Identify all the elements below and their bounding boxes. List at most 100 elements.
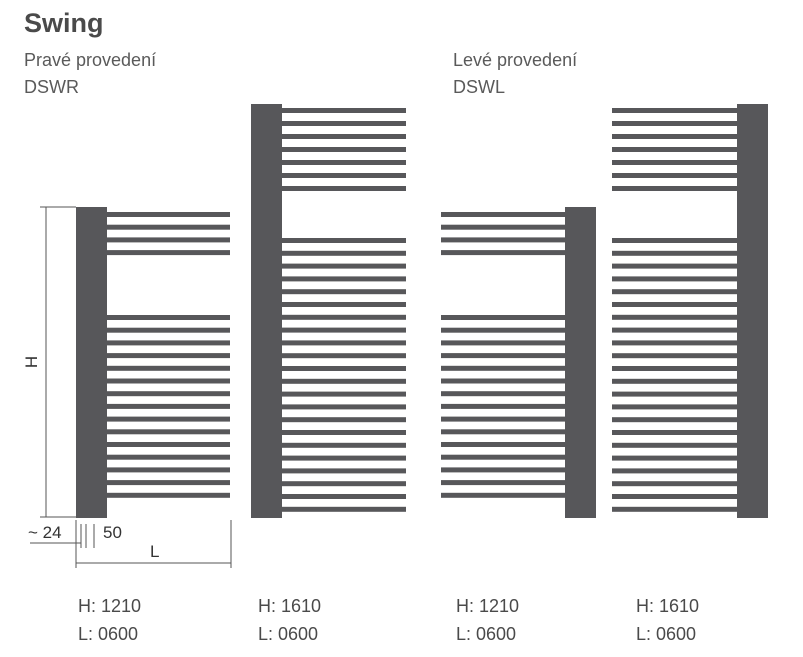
radiator-bar bbox=[282, 134, 406, 139]
spec-length: L: 0600 bbox=[636, 624, 697, 644]
radiator-bar bbox=[107, 340, 230, 346]
radiator-bar bbox=[282, 506, 406, 512]
radiator-bar bbox=[282, 430, 406, 435]
radiator-bar bbox=[107, 237, 230, 243]
dimension-lines bbox=[30, 206, 232, 568]
radiator-bar bbox=[107, 403, 230, 409]
radiator-bar bbox=[441, 403, 565, 409]
radiator-bar bbox=[282, 378, 406, 384]
radiator-bar bbox=[282, 108, 406, 113]
radiator-bar bbox=[612, 134, 737, 139]
radiator-bar bbox=[612, 417, 737, 423]
radiator-column bbox=[737, 104, 768, 518]
radiator-bar bbox=[441, 212, 565, 217]
radiator-bar bbox=[282, 340, 406, 346]
radiator-bar bbox=[612, 289, 737, 295]
radiator-bar bbox=[612, 276, 737, 282]
spec-dswl-1210: H: 1210 L: 0600 bbox=[456, 592, 519, 648]
radiator-bar bbox=[107, 429, 230, 435]
radiator-bar bbox=[441, 224, 565, 230]
radiator-bar bbox=[441, 429, 565, 435]
radiator-bar bbox=[441, 454, 565, 460]
radiator-bar bbox=[612, 391, 737, 397]
radiator-dswr-1210 bbox=[76, 207, 230, 518]
radiator-bar bbox=[282, 494, 406, 499]
radiator-bar bbox=[282, 327, 406, 333]
radiator-bar bbox=[612, 481, 737, 487]
radiator-bar bbox=[107, 467, 230, 473]
radiator-bar bbox=[282, 263, 406, 269]
radiator-bar bbox=[282, 238, 406, 243]
radiator-bar bbox=[612, 378, 737, 384]
radiator-bar bbox=[612, 327, 737, 333]
radiator-bar bbox=[107, 224, 230, 230]
radiator-bar bbox=[441, 365, 565, 371]
spec-height: H: 1210 bbox=[456, 596, 520, 616]
spec-dswr-1210: H: 1210 L: 0600 bbox=[78, 592, 141, 648]
radiator-bar bbox=[282, 160, 406, 165]
radiator-bar bbox=[612, 263, 737, 269]
radiator-bar bbox=[282, 276, 406, 282]
radiator-bar bbox=[612, 404, 737, 410]
radiator-bar bbox=[612, 147, 737, 152]
radiator-bar bbox=[612, 173, 737, 178]
radiator-bar bbox=[612, 302, 737, 307]
radiator-bar bbox=[441, 492, 565, 498]
right-version-label: Pravé provedení bbox=[24, 50, 157, 70]
radiator-bar bbox=[441, 340, 565, 346]
radiator-bar bbox=[441, 327, 565, 333]
radiator-bar bbox=[282, 468, 406, 474]
radiator-bar bbox=[612, 238, 737, 243]
radiator-bar bbox=[282, 442, 406, 448]
radiator-bar bbox=[441, 442, 565, 447]
radiator-bar bbox=[107, 378, 230, 384]
radiator-bar bbox=[107, 480, 230, 486]
spec-height: H: 1610 bbox=[258, 596, 322, 616]
pipe-label: 50 bbox=[103, 523, 122, 542]
radiator-bar bbox=[282, 391, 406, 397]
radiator-bar bbox=[441, 250, 565, 256]
radiator-bar bbox=[107, 365, 230, 371]
radiator-bar bbox=[282, 481, 406, 487]
radiator-bar bbox=[441, 416, 565, 422]
radiator-bar bbox=[441, 378, 565, 384]
radiator-bar bbox=[107, 391, 230, 397]
radiator-bar bbox=[441, 480, 565, 486]
radiator-bar bbox=[612, 430, 737, 435]
spec-height: H: 1210 bbox=[78, 596, 142, 616]
radiator-bar bbox=[107, 416, 230, 422]
left-version-label: Levé provedení bbox=[453, 50, 578, 70]
radiator-bar bbox=[612, 121, 737, 126]
radiator-bar bbox=[282, 173, 406, 178]
radiator-bar bbox=[107, 327, 230, 333]
radiator-bar bbox=[282, 289, 406, 295]
radiator-dswr-1610 bbox=[251, 104, 406, 518]
radiator-bar bbox=[612, 455, 737, 461]
spec-dswr-1610: H: 1610 L: 0600 bbox=[258, 592, 321, 648]
radiator-bar bbox=[612, 506, 737, 512]
radiator-bar bbox=[282, 302, 406, 307]
radiator-bar bbox=[612, 314, 737, 320]
radiator-bar bbox=[282, 250, 406, 256]
radiator-column bbox=[251, 104, 282, 518]
radiator-column bbox=[565, 207, 596, 518]
radiator-bar bbox=[107, 454, 230, 460]
radiator-bar bbox=[612, 186, 737, 191]
radiator-bar bbox=[107, 315, 230, 320]
spec-length: L: 0600 bbox=[78, 624, 139, 644]
radiator-bar bbox=[612, 160, 737, 165]
radiator-bar bbox=[282, 455, 406, 461]
radiator-bar bbox=[282, 404, 406, 410]
radiator-bar bbox=[441, 391, 565, 397]
radiator-bar bbox=[612, 468, 737, 474]
radiator-bar bbox=[107, 492, 230, 498]
spec-length: L: 0600 bbox=[258, 624, 319, 644]
radiator-bar bbox=[282, 147, 406, 152]
spec-dswl-1610: H: 1610 L: 0600 bbox=[636, 592, 699, 648]
radiator-dswl-1610 bbox=[612, 104, 768, 518]
radiator-bar bbox=[107, 353, 230, 359]
spec-length: L: 0600 bbox=[456, 624, 517, 644]
length-label: L bbox=[150, 542, 159, 561]
offset-label: ~ 24 bbox=[28, 523, 62, 542]
